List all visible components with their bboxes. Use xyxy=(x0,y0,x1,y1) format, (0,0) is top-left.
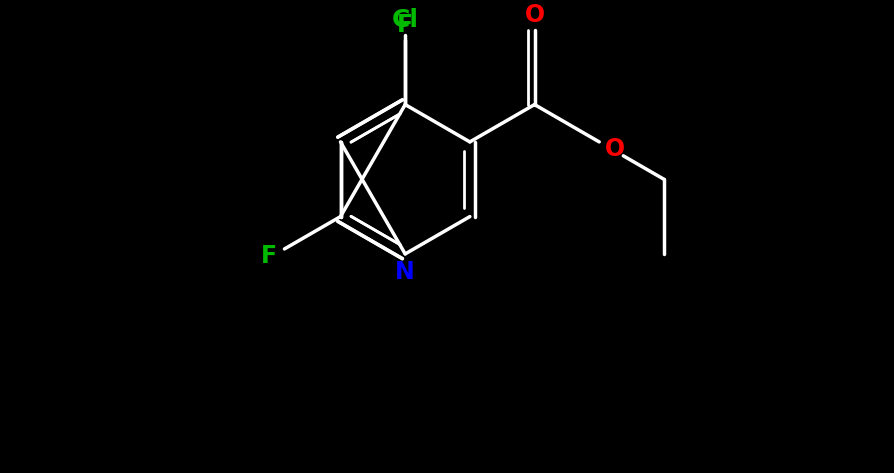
Text: Cl: Cl xyxy=(392,8,418,32)
Text: F: F xyxy=(397,13,413,37)
Text: O: O xyxy=(604,137,624,161)
Text: N: N xyxy=(395,260,415,284)
Text: F: F xyxy=(260,245,276,268)
Text: O: O xyxy=(524,3,544,27)
